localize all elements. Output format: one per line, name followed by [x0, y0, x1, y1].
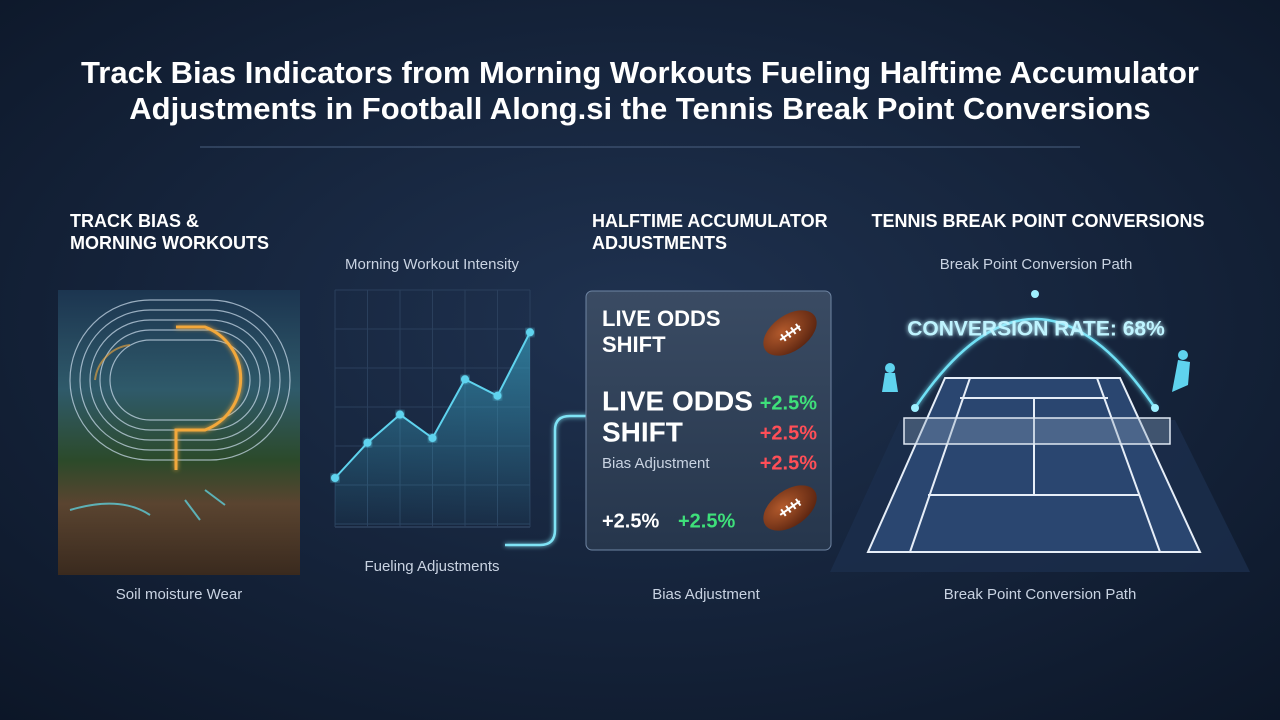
- panel-caption: Bias Adjustment: [652, 586, 760, 603]
- panel-heading: ADJUSTMENTS: [592, 233, 727, 253]
- panel-caption: Soil moisture Wear: [116, 586, 242, 603]
- conversion-rate: CONVERSION RATE: 68%: [907, 318, 1165, 341]
- panel-heading: HALFTIME ACCUMULATOR: [592, 211, 828, 231]
- bottom-value: +2.5%: [602, 510, 659, 532]
- football-icon: [763, 310, 817, 356]
- panel-heading: MORNING WORKOUTS: [70, 233, 269, 253]
- bottom-value: +2.5%: [678, 510, 735, 532]
- area: [335, 332, 530, 525]
- title: Track Bias Indicators from Morning Worko…: [81, 55, 1199, 90]
- football-icon: [763, 485, 817, 531]
- odds-value: +2.5%: [760, 392, 817, 414]
- card-label: SHIFT: [602, 332, 666, 357]
- card-label: LIVE ODDS: [602, 385, 753, 416]
- bias-value: +2.5%: [760, 452, 817, 474]
- bias-label: Bias Adjustment: [602, 455, 710, 472]
- panel-heading: TRACK BIAS &: [70, 211, 199, 231]
- panel-heading: TENNIS BREAK POINT CONVERSIONS: [871, 211, 1204, 231]
- line-chart: [331, 289, 534, 528]
- point: [363, 438, 372, 447]
- point: [461, 375, 469, 384]
- point: [526, 328, 534, 337]
- panel-caption: Fueling Adjustments: [364, 558, 499, 575]
- card-label: SHIFT: [602, 416, 683, 447]
- card-label: LIVE ODDS: [602, 306, 721, 331]
- point: [428, 434, 437, 443]
- point: [331, 474, 339, 482]
- track-image: [58, 290, 300, 575]
- point: [396, 410, 404, 419]
- connector: [505, 414, 588, 547]
- point: [493, 391, 502, 400]
- panel-subtitle: Break Point Conversion Path: [940, 256, 1133, 273]
- tennis-court: [830, 290, 1250, 572]
- panel-caption: Break Point Conversion Path: [944, 586, 1137, 603]
- title: Adjustments in Football Along.si the Ten…: [129, 91, 1150, 126]
- odds-value: +2.5%: [760, 422, 817, 444]
- chart-title: Morning Workout Intensity: [345, 256, 519, 273]
- odds-card: [585, 290, 832, 551]
